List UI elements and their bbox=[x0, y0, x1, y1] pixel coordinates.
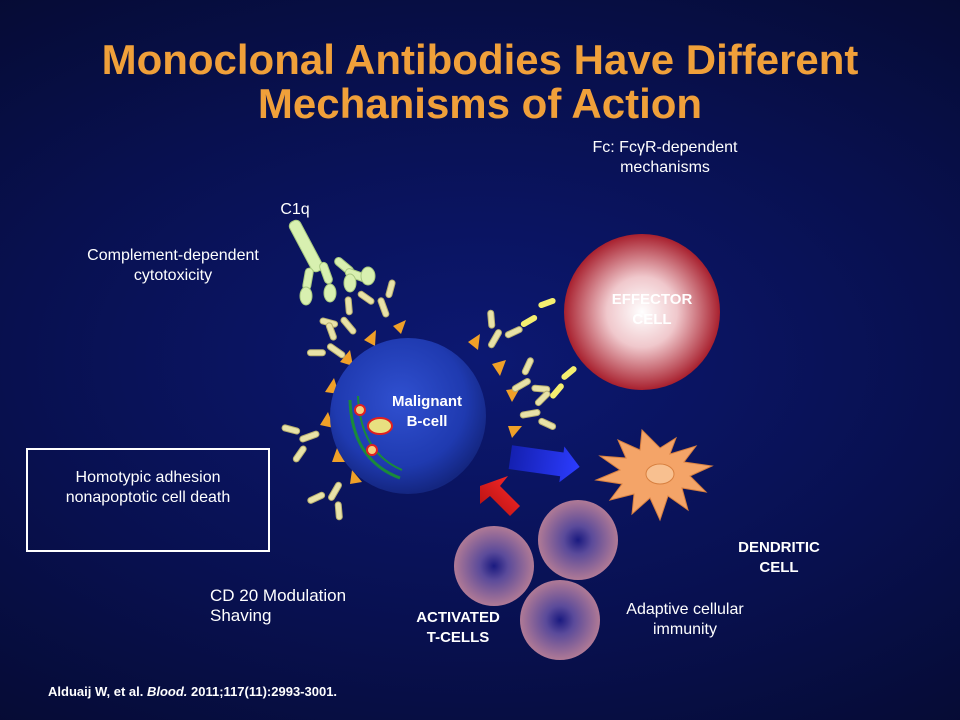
t-cell bbox=[454, 526, 534, 606]
fc-label: Fc: FcγR-dependent mechanisms bbox=[592, 139, 738, 176]
b-cell-granule bbox=[354, 404, 366, 416]
c1q-molecule bbox=[288, 219, 376, 306]
cd20-label: CD 20 Modulation Shaving bbox=[210, 586, 347, 625]
t-cell bbox=[520, 580, 600, 660]
effector-cell bbox=[564, 234, 720, 390]
t-cells-label: ACTIVATED T-CELLS bbox=[416, 609, 500, 646]
dendritic-cell-label: DENDRITIC CELL bbox=[738, 539, 820, 576]
fc-receptors bbox=[520, 297, 577, 399]
effector-cell-label: EFFECTOR CELL bbox=[611, 291, 693, 328]
homotypic-label: Homotypic adhesion nonapoptotic cell deat… bbox=[65, 469, 231, 506]
title-line-1: Monoclonal Antibodies Have Different bbox=[101, 36, 859, 83]
cdc-label: Complement-dependent cytotoxicity bbox=[87, 247, 259, 284]
c1q-label: C1q bbox=[280, 201, 310, 218]
b-cell-label: Malignant B-cell bbox=[392, 393, 462, 430]
b-cell-granule bbox=[366, 444, 378, 456]
citation: Alduaij W, et al. Blood. 2011;117(11):29… bbox=[48, 684, 338, 699]
b-cell-membrane-arc bbox=[348, 399, 401, 480]
antibodies bbox=[281, 279, 557, 521]
t-cell bbox=[538, 500, 618, 580]
blue-arrow bbox=[508, 445, 580, 483]
dendritic-cell bbox=[594, 428, 714, 522]
title-line-2: Mechanisms of Action bbox=[257, 80, 703, 127]
adaptive-immunity-label: Adaptive cellular immunity bbox=[626, 601, 744, 638]
b-cell-nucleus bbox=[367, 417, 393, 435]
red-arrow bbox=[480, 476, 520, 516]
homotypic-adhesion-box bbox=[26, 448, 270, 552]
